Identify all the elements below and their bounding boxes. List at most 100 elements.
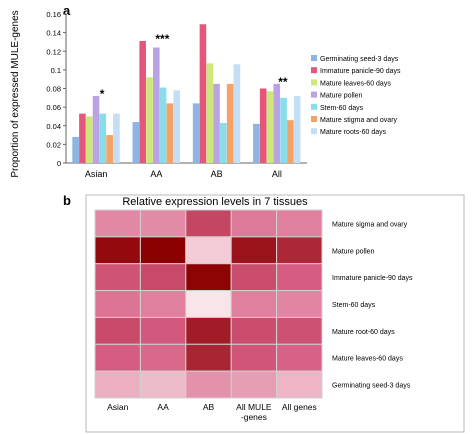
- legend: Germinating seed-3 days Immature panicle-…: [311, 55, 401, 136]
- y-tick-label: 0.06: [46, 103, 61, 112]
- heatmap-cell: [139, 209, 187, 238]
- bar: [199, 24, 207, 164]
- row-label: Mature sigma and ovary: [332, 221, 408, 228]
- heatmap-cell: [185, 236, 232, 265]
- column-label: AB: [203, 402, 215, 412]
- x-tick-label: AB: [211, 169, 223, 179]
- panel-b-heatmap: b Relative expression levels in 7 tissue…: [63, 193, 465, 433]
- legend-label: Mature stigma and ovary: [320, 117, 398, 124]
- legend-swatch: [311, 116, 317, 122]
- heatmap-cell: [230, 236, 278, 265]
- y-tick-label: 0.12: [46, 47, 61, 56]
- bar: [132, 122, 140, 163]
- heatmap-frame: [85, 194, 465, 433]
- legend-swatch: [311, 91, 317, 98]
- row-labels: Mature sigma and ovary Mature pollen Immat…: [332, 221, 413, 389]
- heatmap-cell: [139, 290, 187, 318]
- x-tick-label: AA: [150, 169, 162, 179]
- bar: [233, 64, 241, 163]
- heatmap-cell: [276, 316, 323, 345]
- bar: [206, 63, 214, 164]
- heatmap-cell: [139, 343, 187, 372]
- bar: [79, 113, 86, 163]
- heatmap-cell: [230, 263, 278, 292]
- bar: [259, 88, 267, 163]
- legend-label: Mature pollen: [320, 93, 363, 100]
- significance-mark: ***: [155, 32, 169, 46]
- bar: [287, 120, 294, 163]
- bar: [99, 113, 107, 163]
- legend-label: Germinating seed-3 days: [320, 56, 399, 63]
- heatmap-cell: [139, 263, 187, 292]
- y-tick-label: 0.04: [46, 122, 61, 131]
- legend-swatch: [311, 67, 317, 74]
- axes: 0 0.02 0.04 0.06 0.08 0.1 0.12 0.14 0.16 Asian AA A…: [46, 10, 307, 179]
- panel-a-bar-chart: a Proportion of expressed MULE-genes 0 0.…: [10, 3, 401, 179]
- heatmap-cell: [139, 236, 187, 265]
- heatmap-cell: [230, 290, 278, 318]
- legend-label: Stem-60 days: [320, 105, 364, 112]
- heatmap-title: Relative expression levels in 7 tissues: [122, 196, 308, 208]
- heatmap-cell: [94, 236, 141, 265]
- column-label: All genes: [282, 402, 317, 412]
- heatmap-cell: [185, 370, 232, 399]
- bar: [213, 83, 220, 163]
- significance-mark: *: [100, 87, 105, 101]
- y-tick-label: 0.02: [46, 140, 61, 149]
- heatmap-cell: [276, 236, 323, 265]
- bar: [72, 136, 79, 163]
- bar: [139, 41, 146, 163]
- legend-label: Immature panicle-90 days: [320, 68, 401, 75]
- row-label: Mature root-60 days: [332, 329, 395, 336]
- bar: [92, 95, 100, 163]
- heatmap-cells: [94, 209, 323, 399]
- bar: [152, 47, 160, 163]
- heatmap-cell: [185, 316, 232, 345]
- y-tick-label: 0.08: [46, 85, 61, 94]
- legend-label: Mature leaves-60 days: [320, 80, 391, 87]
- heatmap-cell: [185, 343, 232, 372]
- bar: [85, 116, 93, 163]
- heatmap-cell: [276, 263, 323, 292]
- heatmap-cell: [230, 343, 278, 372]
- bar: [146, 77, 153, 163]
- significance-annotations: ******: [100, 32, 288, 101]
- heatmap-cell: [230, 370, 278, 399]
- bar: [273, 83, 281, 163]
- bar: [173, 90, 180, 163]
- heatmap-cell: [94, 370, 141, 399]
- x-tick-label: Asian: [85, 169, 108, 179]
- bar: [192, 103, 200, 163]
- column-label: AA: [157, 402, 169, 412]
- heatmap-cell: [94, 316, 141, 345]
- bar: [166, 103, 174, 163]
- heatmap-cell: [185, 263, 232, 292]
- bar: [253, 123, 260, 163]
- y-tick-label: 0.16: [46, 10, 61, 19]
- heatmap-cell: [276, 343, 323, 372]
- legend-swatch: [311, 79, 317, 86]
- panel-a-label: a: [63, 3, 71, 18]
- x-tick-label: All: [272, 169, 282, 179]
- column-label: All MULE -genes: [236, 402, 272, 422]
- bar: [220, 122, 227, 163]
- bar: [113, 113, 120, 163]
- heatmap-cell: [94, 209, 141, 238]
- heatmap-cell: [94, 290, 141, 318]
- bar: [293, 95, 301, 163]
- heatmap-cell: [185, 290, 232, 318]
- row-label: Mature pollen: [332, 248, 375, 255]
- y-tick-label: 0: [57, 159, 61, 168]
- bar: [280, 97, 287, 163]
- legend-swatch: [311, 55, 317, 61]
- heatmap-cell: [276, 209, 323, 238]
- row-label: Mature leaves-60 days: [332, 356, 403, 363]
- row-label: Immature panicle-90 days: [332, 275, 413, 282]
- y-tick-label: 0.14: [46, 29, 61, 38]
- bar: [106, 135, 113, 163]
- legend-label: Mature roots-60 days: [320, 129, 387, 136]
- bar: [159, 87, 167, 163]
- bar: [266, 91, 274, 163]
- panel-b-label: b: [63, 193, 71, 208]
